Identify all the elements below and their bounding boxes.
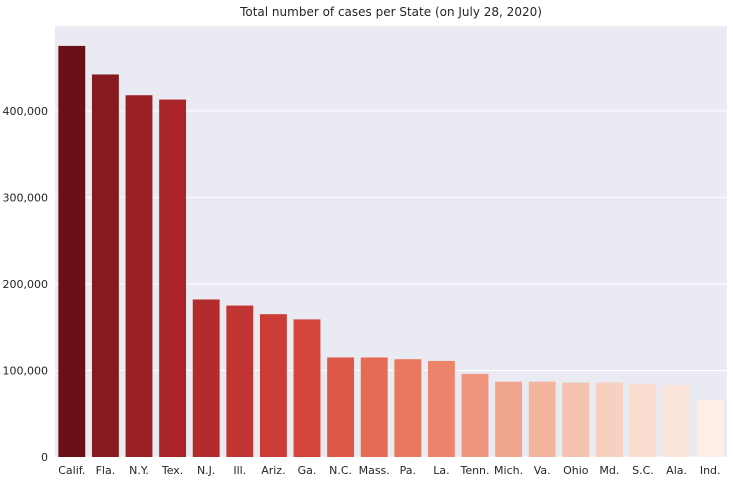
y-axis-ticks: 0 100,000 200,000 300,000 400,000 bbox=[3, 105, 49, 464]
bar-ala bbox=[663, 385, 691, 457]
x-tick-label: La. bbox=[433, 464, 449, 477]
x-tick-label: N.J. bbox=[197, 464, 215, 477]
x-tick-label: Ala. bbox=[666, 464, 687, 477]
bar-mass bbox=[360, 357, 388, 457]
y-tick-label: 200,000 bbox=[3, 278, 49, 291]
y-tick-label: 0 bbox=[41, 451, 48, 464]
x-tick-label: N.C. bbox=[329, 464, 352, 477]
x-tick-label: Ind. bbox=[700, 464, 721, 477]
x-tick-label: Pa. bbox=[400, 464, 416, 477]
x-tick-label: Mich. bbox=[494, 464, 523, 477]
bar-mich bbox=[495, 381, 523, 457]
bar-pa bbox=[394, 359, 422, 457]
x-tick-label: Tex. bbox=[161, 464, 183, 477]
bar-nc bbox=[327, 357, 355, 457]
bar-ind bbox=[696, 399, 724, 457]
bar-md bbox=[595, 382, 623, 457]
x-tick-label: Ohio bbox=[563, 464, 589, 477]
bar-la bbox=[427, 360, 455, 457]
x-tick-label: Ga. bbox=[298, 464, 317, 477]
x-tick-label: Mass. bbox=[359, 464, 390, 477]
y-tick-label: 100,000 bbox=[3, 364, 49, 377]
bar-tenn bbox=[461, 373, 489, 457]
plot-area bbox=[55, 26, 727, 457]
bar-ohio bbox=[562, 382, 590, 457]
bar-sc bbox=[629, 384, 657, 457]
x-tick-label: Ill. bbox=[233, 464, 246, 477]
bar-nj bbox=[192, 299, 220, 457]
bar-fla bbox=[91, 74, 119, 457]
bar-ariz bbox=[259, 314, 287, 457]
x-tick-label: Md. bbox=[599, 464, 619, 477]
x-tick-label: Fla. bbox=[96, 464, 116, 477]
bar-ny bbox=[125, 95, 153, 458]
x-tick-label: Ariz. bbox=[261, 464, 285, 477]
bar-va bbox=[528, 381, 556, 457]
x-tick-label: N.Y. bbox=[129, 464, 149, 477]
x-axis-ticks: Calif. Fla. N.Y. Tex. N.J. Ill. Ariz. Ga. N.C. Ma… bbox=[58, 464, 720, 477]
x-tick-label: Calif. bbox=[58, 464, 85, 477]
y-tick-label: 300,000 bbox=[3, 191, 49, 204]
bar-ill bbox=[226, 305, 254, 457]
x-tick-label: Tenn. bbox=[459, 464, 489, 477]
chart-title: Total number of cases per State (on July… bbox=[239, 5, 542, 19]
x-tick-label: S.C. bbox=[632, 464, 654, 477]
y-tick-label: 400,000 bbox=[3, 105, 49, 118]
bar-calif bbox=[58, 45, 86, 458]
bars bbox=[58, 45, 724, 458]
x-tick-label: Va. bbox=[534, 464, 551, 477]
bar-tex bbox=[159, 99, 187, 457]
bar-ga bbox=[293, 319, 321, 457]
